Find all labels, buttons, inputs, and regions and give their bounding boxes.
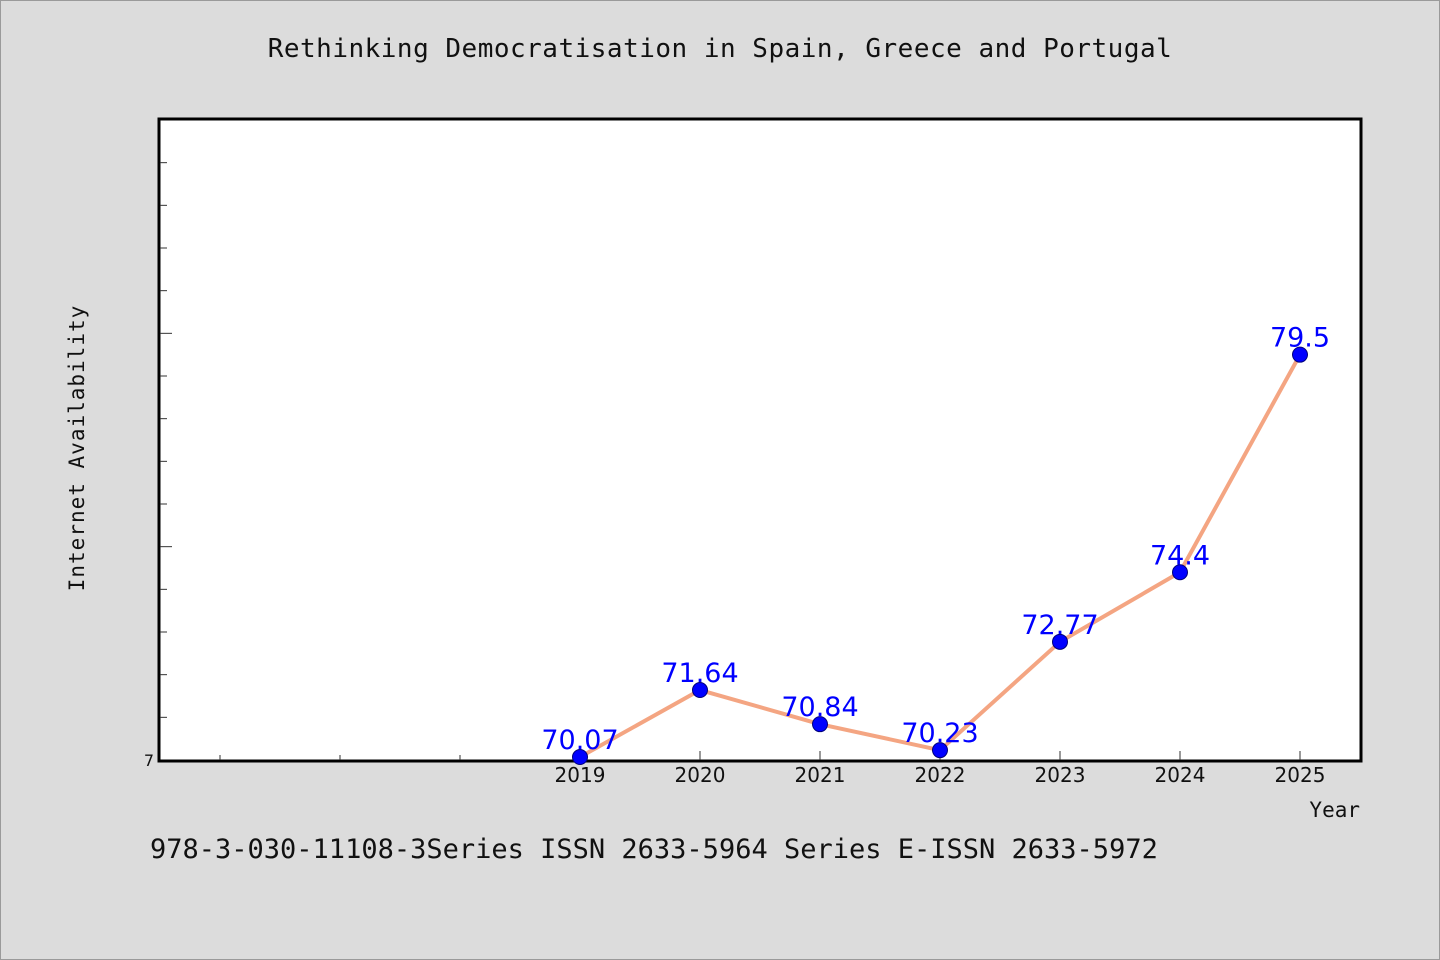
data-label: 72.77 — [1021, 610, 1098, 641]
data-label: 74.4 — [1150, 540, 1210, 571]
y-axis-ticks: 7 — [144, 162, 172, 770]
data-point — [1052, 633, 1068, 650]
x-tick-label: 2024 — [1155, 763, 1206, 787]
data-label: 70.23 — [901, 718, 978, 749]
plot-area — [157, 117, 1363, 763]
x-tick-label: 2023 — [1035, 763, 1086, 787]
data-point — [572, 749, 588, 766]
data-label: 70.07 — [541, 725, 618, 756]
x-tick-label: 2020 — [675, 763, 726, 787]
data-label: 79.5 — [1270, 323, 1330, 354]
data-point — [1292, 346, 1308, 363]
x-tick-label: 2022 — [915, 763, 966, 787]
y-axis-label: Internet Availability — [65, 305, 89, 592]
data-label: 70.84 — [781, 692, 858, 723]
series-layer: 70.07 71.64 70.84 70.23 72.77 74.4 79.5 — [541, 323, 1330, 766]
x-axis-label: Year — [1309, 798, 1360, 822]
footer-issn-text: 978-3-030-11108-3Series ISSN 2633-5964 S… — [150, 834, 1158, 865]
data-point — [812, 716, 828, 733]
x-tick-label: 2025 — [1275, 763, 1326, 787]
y-tick-label: 7 — [144, 751, 154, 770]
data-label: 71.64 — [661, 658, 738, 689]
data-point — [1172, 564, 1188, 581]
data-point — [932, 742, 948, 759]
data-point — [692, 682, 708, 699]
x-axis-ticks: 2019 2020 2021 2022 2023 2024 2025 — [219, 751, 1326, 787]
chart-title: Rethinking Democratisation in Spain, Gre… — [267, 34, 1173, 64]
x-tick-label: 2021 — [795, 763, 846, 787]
x-tick-label: 2019 — [555, 763, 606, 787]
